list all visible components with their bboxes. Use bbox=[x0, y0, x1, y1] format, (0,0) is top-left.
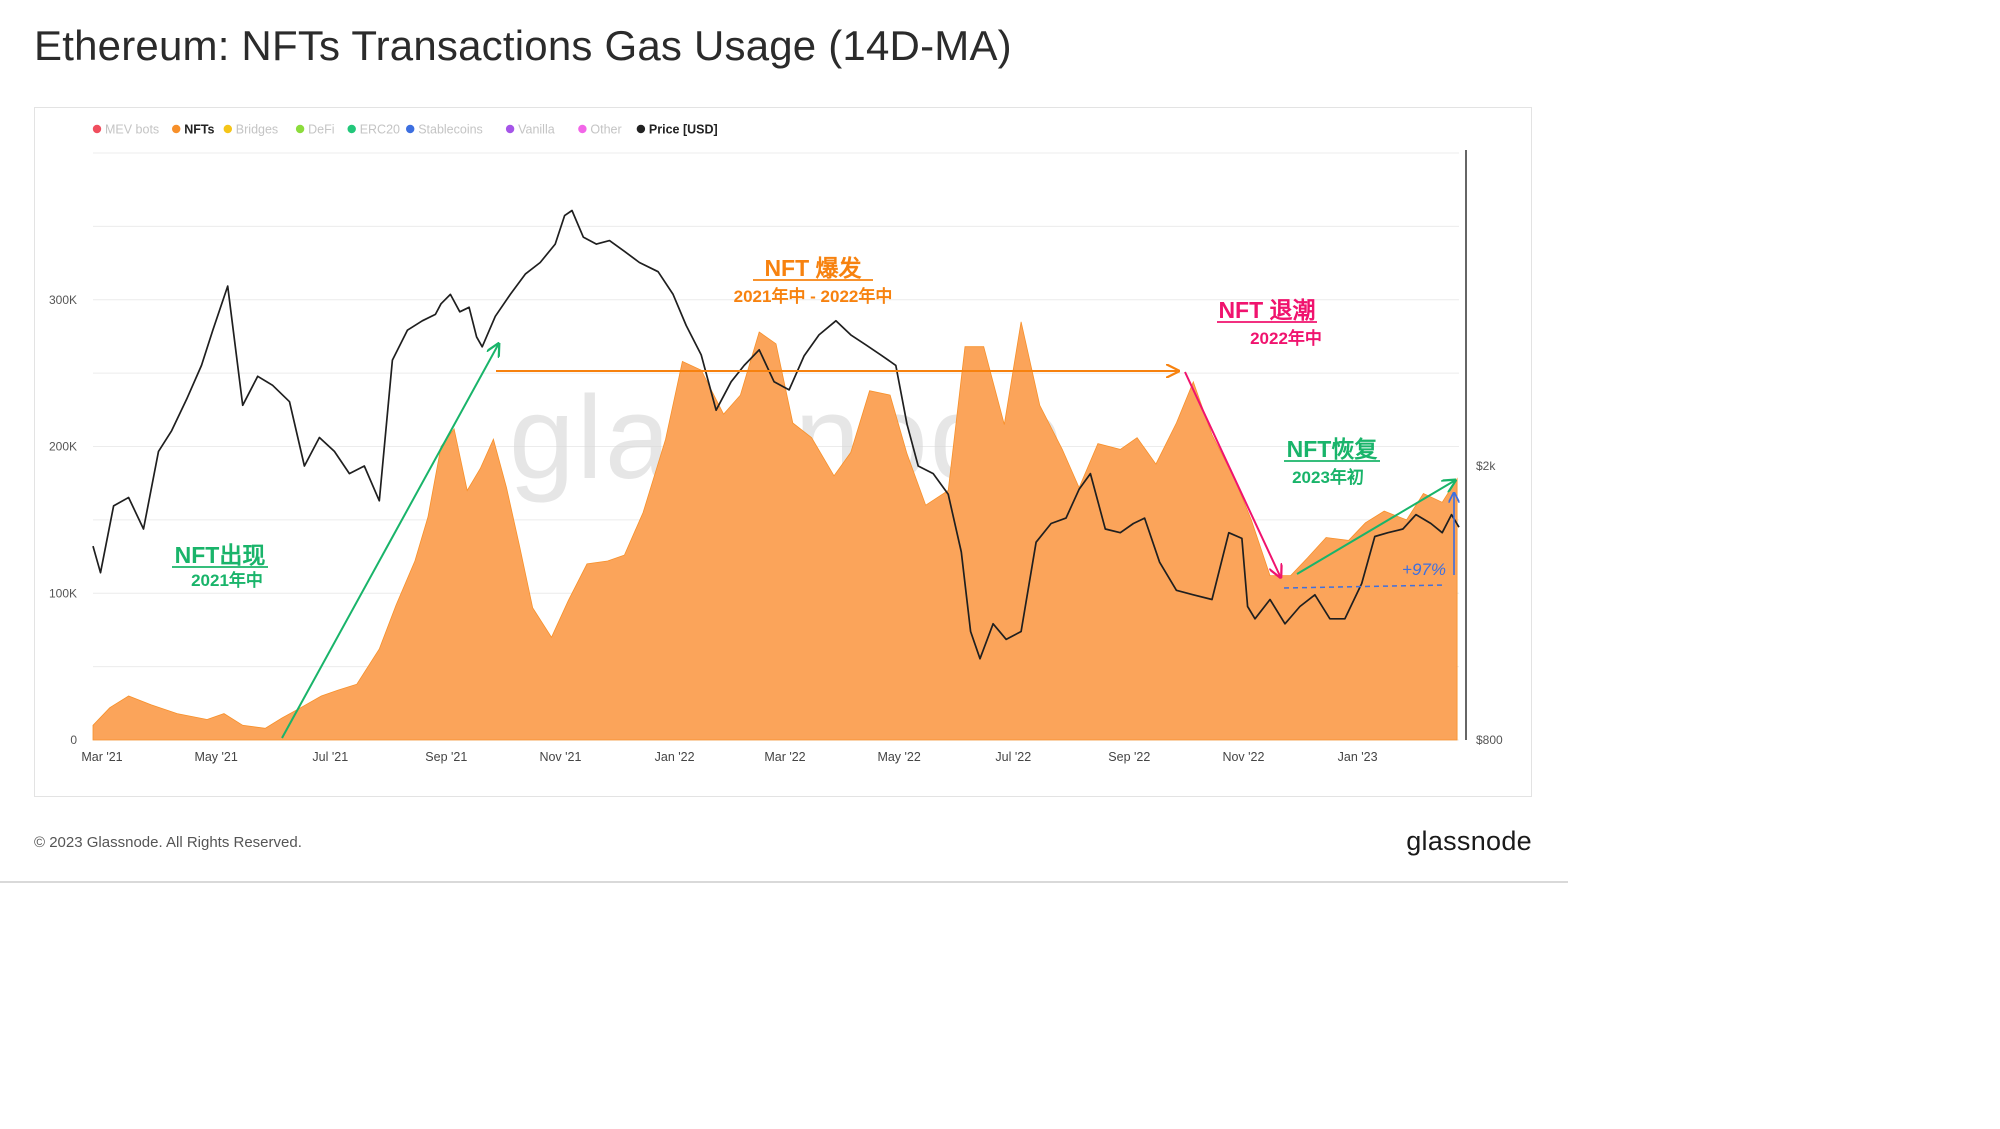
legend-dot bbox=[505, 124, 515, 134]
x-tick-label: Jan '22 bbox=[655, 750, 695, 764]
legend-item[interactable]: NFTs bbox=[172, 123, 215, 137]
x-tick-label: Mar '21 bbox=[81, 750, 122, 764]
legend-item[interactable]: Stablecoins bbox=[406, 123, 483, 137]
legend-item[interactable]: MEV bots bbox=[92, 123, 159, 137]
copyright-text: © 2023 Glassnode. All Rights Reserved. bbox=[34, 834, 302, 851]
legend-item[interactable]: Vanilla bbox=[505, 123, 555, 137]
annotation-boom-title: NFT 爆发 bbox=[764, 255, 861, 281]
axes: 0 100K 200K 300K $800 $2k Mar '21 May '21 Jul '2… bbox=[49, 150, 1503, 764]
legend-item[interactable]: Bridges bbox=[223, 123, 279, 137]
ebb-arrow bbox=[1184, 371, 1280, 576]
nfts-area-series bbox=[92, 321, 1458, 741]
legend-dot bbox=[172, 124, 181, 134]
bottom-divider bbox=[0, 881, 1568, 883]
legend-dot bbox=[347, 124, 356, 134]
x-tick-label: May '22 bbox=[877, 750, 920, 764]
brand-logo: glassnode bbox=[1406, 826, 1532, 856]
x-tick-label: Jan '23 bbox=[1338, 750, 1378, 764]
legend-label: Price [USD] bbox=[649, 123, 718, 137]
annotation-recovery-subtitle: 2023年初 bbox=[1292, 467, 1364, 487]
legend-label: Bridges bbox=[236, 123, 278, 137]
legend-item[interactable]: Other bbox=[578, 123, 622, 137]
annotation-emerge-title: NFT出现 bbox=[175, 542, 266, 568]
legend-item[interactable]: ERC20 bbox=[347, 123, 401, 137]
y-tick-label-left: 100K bbox=[49, 586, 77, 600]
emerge-arrow bbox=[281, 345, 498, 739]
annotation-boom-subtitle: 2021年中 - 2022年中 bbox=[734, 286, 893, 306]
legend-label: ERC20 bbox=[360, 123, 400, 137]
y-tick-label-left: 300K bbox=[49, 293, 77, 307]
x-tick-label: Nov '21 bbox=[539, 750, 581, 764]
legend-label: MEV bots bbox=[105, 123, 159, 137]
change-label: +97% bbox=[1402, 560, 1446, 579]
legend-label: Vanilla bbox=[518, 123, 555, 137]
annotation-ebb-subtitle: 2022年中 bbox=[1250, 328, 1322, 348]
recovery-arrow bbox=[1296, 481, 1454, 575]
legend-dot bbox=[223, 124, 232, 134]
legend-dot bbox=[636, 124, 646, 134]
x-tick-label: Jul '21 bbox=[312, 750, 348, 764]
price-line-series bbox=[92, 209, 1460, 660]
legend-item[interactable]: DeFi bbox=[295, 123, 335, 137]
legend-item[interactable]: Price [USD] bbox=[636, 123, 718, 137]
annotation-ebb-title: NFT 退潮 bbox=[1218, 297, 1315, 323]
x-tick-label: Mar '22 bbox=[764, 750, 805, 764]
legend-dot bbox=[406, 124, 415, 134]
legend-dot bbox=[578, 124, 587, 134]
page-title: Ethereum: NFTs Transactions Gas Usage (1… bbox=[34, 22, 1012, 69]
legend-dot bbox=[92, 124, 102, 134]
price-line bbox=[92, 209, 1460, 660]
legend-label: DeFi bbox=[308, 123, 334, 137]
y-tick-label-right: $800 bbox=[1476, 733, 1503, 747]
x-tick-label: Jul '22 bbox=[995, 750, 1031, 764]
annotation-recovery-title: NFT恢复 bbox=[1287, 436, 1379, 462]
y-tick-label-left: 200K bbox=[49, 440, 77, 454]
x-tick-label: May '21 bbox=[194, 750, 237, 764]
annotation-emerge-subtitle: 2021年中 bbox=[191, 570, 263, 590]
legend-dot bbox=[295, 124, 305, 134]
y-tick-label-left: 0 bbox=[70, 733, 77, 747]
legend: MEV bots NFTs Bridges DeFi ERC20 Stablecoins V… bbox=[92, 123, 718, 137]
y-tick-label-right: $2k bbox=[1476, 459, 1496, 473]
baseline-dashed-line bbox=[1283, 584, 1447, 589]
x-tick-label: Nov '22 bbox=[1222, 750, 1264, 764]
x-tick-label: Sep '22 bbox=[1108, 750, 1150, 764]
x-tick-label: Sep '21 bbox=[425, 750, 467, 764]
legend-label: Stablecoins bbox=[418, 123, 483, 137]
legend-label: Other bbox=[590, 123, 621, 137]
legend-label: NFTs bbox=[184, 123, 214, 137]
nfts-area bbox=[92, 321, 1458, 741]
